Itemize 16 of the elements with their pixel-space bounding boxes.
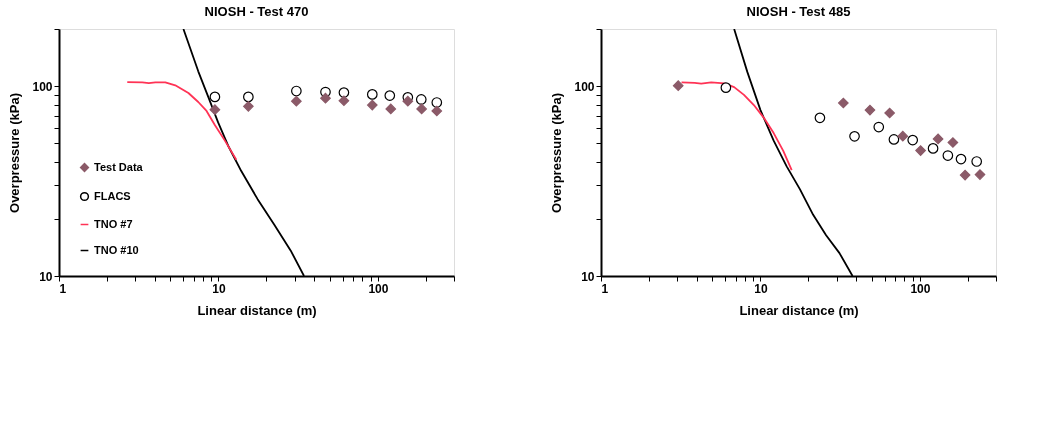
- x-axis-title: Linear distance (m): [197, 302, 317, 318]
- x-tick-label: 10: [212, 281, 226, 296]
- x-axis-title: Linear distance (m): [739, 302, 859, 318]
- legend-label: TNO #10: [94, 243, 139, 256]
- legend-label: FLACS: [94, 189, 131, 202]
- y-axis-title: Overpressure (kPa): [7, 93, 23, 213]
- x-tick-label: 100: [910, 281, 931, 296]
- x-tick-label: 100: [368, 281, 389, 296]
- legend-label: Test Data: [94, 160, 144, 173]
- chart-title: NIOSH - Test 485: [746, 4, 851, 19]
- y-axis-title: Overpressure (kPa): [549, 93, 565, 213]
- x-tick-label: 10: [754, 281, 768, 296]
- chart-title: NIOSH - Test 470: [204, 4, 309, 19]
- x-tick-label: 1: [59, 281, 67, 296]
- legend-label: TNO #7: [94, 217, 133, 230]
- x-tick-label: 1: [601, 281, 609, 296]
